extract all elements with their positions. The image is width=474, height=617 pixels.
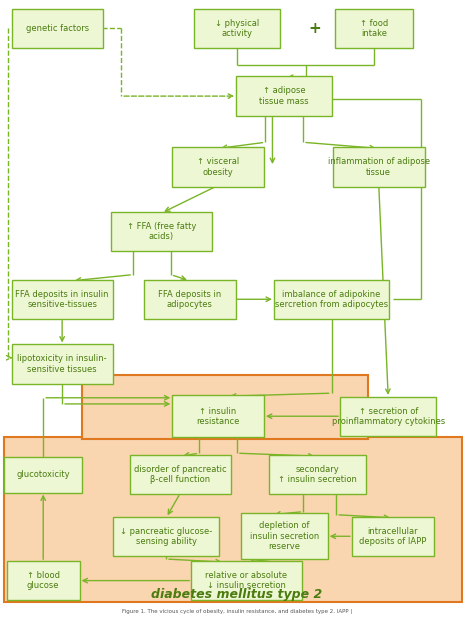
FancyBboxPatch shape (333, 147, 425, 186)
Text: ↑ visceral
obesity: ↑ visceral obesity (197, 157, 239, 176)
FancyBboxPatch shape (241, 513, 328, 559)
FancyBboxPatch shape (335, 9, 413, 48)
Text: lipotoxicity in insulin-
sensitive tissues: lipotoxicity in insulin- sensitive tissu… (18, 354, 107, 374)
Text: ↓ physical
activity: ↓ physical activity (215, 19, 259, 38)
FancyBboxPatch shape (352, 516, 434, 556)
FancyBboxPatch shape (4, 437, 463, 602)
FancyBboxPatch shape (82, 375, 368, 439)
Text: ↑ secretion of
proinflammatory cytokines: ↑ secretion of proinflammatory cytokines (332, 407, 445, 426)
Text: imbalance of adipokine
sercretion from adipocytes: imbalance of adipokine sercretion from a… (275, 289, 388, 309)
Text: inflammation of adipose
tissue: inflammation of adipose tissue (328, 157, 430, 176)
FancyBboxPatch shape (144, 280, 236, 319)
FancyBboxPatch shape (11, 9, 103, 48)
Text: FFA deposits in insulin
sensitive-tissues: FFA deposits in insulin sensitive-tissue… (15, 289, 109, 309)
FancyBboxPatch shape (172, 395, 264, 437)
Text: ↑ blood
glucose: ↑ blood glucose (27, 571, 60, 590)
Text: glucotoxicity: glucotoxicity (17, 470, 70, 479)
FancyBboxPatch shape (193, 9, 281, 48)
FancyBboxPatch shape (191, 561, 302, 600)
FancyBboxPatch shape (113, 516, 219, 556)
FancyBboxPatch shape (172, 147, 264, 186)
Text: depletion of
insulin secretion
reserve: depletion of insulin secretion reserve (250, 521, 319, 551)
Text: genetic factors: genetic factors (26, 24, 89, 33)
FancyBboxPatch shape (130, 455, 231, 494)
FancyBboxPatch shape (11, 280, 113, 319)
FancyBboxPatch shape (340, 397, 437, 436)
FancyBboxPatch shape (236, 77, 332, 116)
Text: disorder of pancreatic
β-cell function: disorder of pancreatic β-cell function (134, 465, 227, 484)
Text: diabetes mellitus type 2: diabetes mellitus type 2 (151, 587, 323, 600)
FancyBboxPatch shape (11, 344, 113, 384)
FancyBboxPatch shape (111, 212, 212, 251)
Text: Figure 1. The vicious cycle of obesity, insulin resistance, and diabetes type 2.: Figure 1. The vicious cycle of obesity, … (122, 609, 352, 614)
FancyBboxPatch shape (274, 280, 389, 319)
Text: ↑ food
intake: ↑ food intake (360, 19, 388, 38)
Text: relative or absolute
↓ insulin secretion: relative or absolute ↓ insulin secretion (205, 571, 288, 590)
Text: FFA deposits in
adipocytes: FFA deposits in adipocytes (158, 289, 221, 309)
Text: ↑ adipose
tissue mass: ↑ adipose tissue mass (259, 86, 309, 106)
Text: intracellular
deposits of IAPP: intracellular deposits of IAPP (359, 526, 427, 546)
Text: ↓ pancreatic glucose-
sensing ability: ↓ pancreatic glucose- sensing ability (120, 526, 212, 546)
Text: secondary
↑ insulin secretion: secondary ↑ insulin secretion (278, 465, 357, 484)
FancyBboxPatch shape (4, 457, 82, 493)
FancyBboxPatch shape (269, 455, 365, 494)
FancyBboxPatch shape (7, 561, 80, 600)
Text: ↑ insulin
resistance: ↑ insulin resistance (196, 407, 240, 426)
Text: ↑ FFA (free fatty
acids): ↑ FFA (free fatty acids) (127, 222, 196, 241)
Text: +: + (309, 21, 321, 36)
